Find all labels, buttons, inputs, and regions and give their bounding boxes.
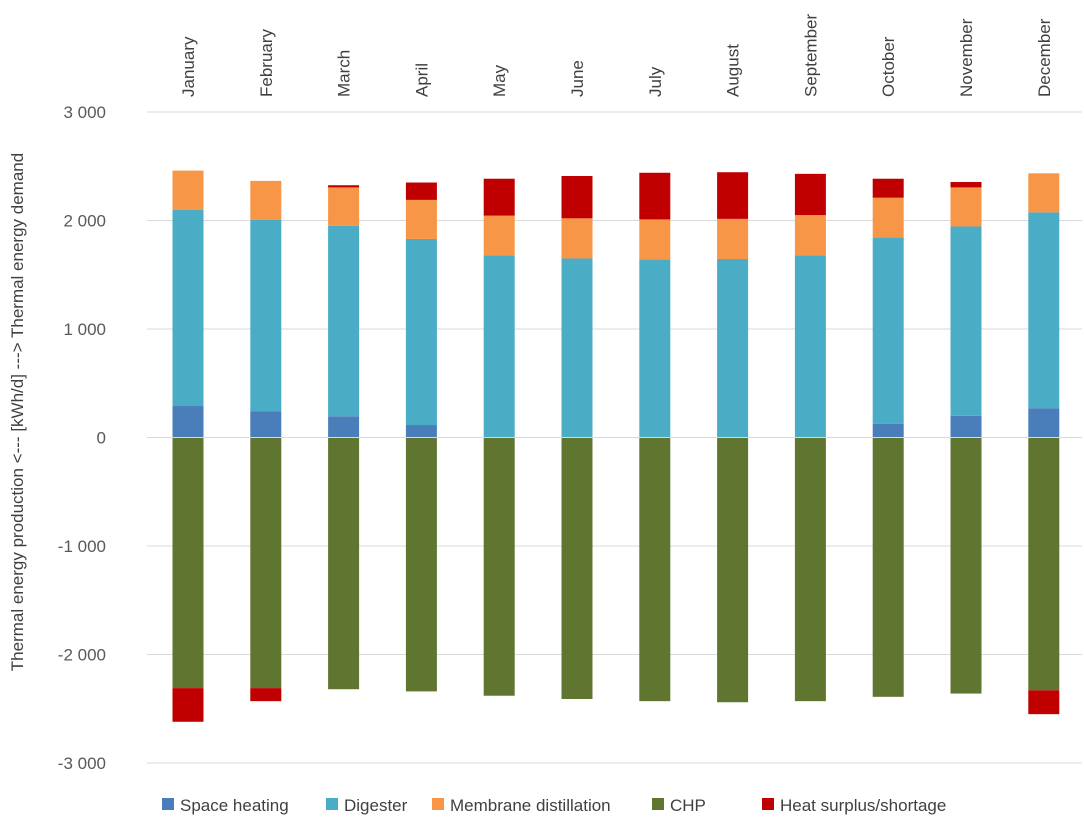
bar-space-heating-april bbox=[405, 425, 437, 438]
y-tick-label: -2 000 bbox=[58, 646, 106, 665]
bar-space-heating-february bbox=[250, 411, 282, 438]
bar-digester-august bbox=[717, 259, 749, 438]
bar-digester-october bbox=[872, 237, 904, 424]
month-label-december: December bbox=[1035, 18, 1054, 97]
y-tick-label: -1 000 bbox=[58, 537, 106, 556]
bar-heat-surplus-shortage-june bbox=[561, 176, 593, 219]
y-tick-label: 0 bbox=[97, 429, 106, 448]
bar-space-heating-october bbox=[872, 423, 904, 438]
bar-chp-march bbox=[328, 437, 360, 690]
y-axis-label: Thermal energy production <--- [kWh/d] -… bbox=[8, 153, 27, 671]
bar-chp-july bbox=[639, 437, 671, 702]
bar-heat-surplus-shortage-march bbox=[328, 185, 360, 188]
bar-heat-surplus-shortage-january bbox=[172, 688, 204, 722]
bar-heat-surplus-shortage-july bbox=[639, 172, 671, 220]
bar-membrane-distillation-april bbox=[405, 199, 437, 239]
bar-digester-september bbox=[794, 255, 826, 438]
bar-membrane-distillation-may bbox=[483, 215, 515, 256]
month-label-february: February bbox=[257, 28, 276, 97]
bar-heat-surplus-shortage-november bbox=[950, 181, 982, 188]
bar-membrane-distillation-june bbox=[561, 218, 593, 259]
bar-heat-surplus-shortage-december bbox=[1028, 690, 1060, 715]
bar-heat-surplus-shortage-august bbox=[717, 172, 749, 219]
month-label-april: April bbox=[412, 63, 431, 97]
month-label-september: September bbox=[801, 14, 820, 97]
bar-membrane-distillation-february bbox=[250, 180, 282, 220]
bar-space-heating-january bbox=[172, 406, 204, 438]
bar-heat-surplus-shortage-february bbox=[250, 688, 282, 702]
y-tick-label: -3 000 bbox=[58, 754, 106, 773]
bar-digester-january bbox=[172, 209, 204, 407]
y-axis-tick-labels: 3 000 2 000 1 000 0 -1 000 -2 000 -3 000 bbox=[58, 103, 106, 773]
bar-digester-april bbox=[405, 238, 437, 426]
month-label-august: August bbox=[724, 44, 743, 97]
legend-label-digester: Digester bbox=[344, 796, 408, 815]
bar-membrane-distillation-january bbox=[172, 170, 204, 210]
month-labels: January February March April May June July Augu… bbox=[179, 14, 1054, 97]
bar-digester-june bbox=[561, 258, 593, 438]
bar-membrane-distillation-march bbox=[328, 187, 360, 226]
month-label-july: July bbox=[646, 66, 665, 97]
legend-swatch-heat-surplus-shortage bbox=[762, 798, 774, 810]
legend-swatch-digester bbox=[326, 798, 338, 810]
month-label-january: January bbox=[179, 36, 198, 97]
bar-chp-april bbox=[405, 437, 437, 692]
bar-membrane-distillation-november bbox=[950, 187, 982, 227]
legend: Space heating Digester Membrane distillati… bbox=[162, 796, 946, 815]
legend-label-membrane-distillation: Membrane distillation bbox=[450, 796, 611, 815]
y-tick-label: 2 000 bbox=[63, 212, 106, 231]
y-tick-label: 3 000 bbox=[63, 103, 106, 122]
legend-label-space-heating: Space heating bbox=[180, 796, 289, 815]
bar-digester-july bbox=[639, 259, 671, 438]
bar-membrane-distillation-august bbox=[717, 218, 749, 260]
month-label-march: March bbox=[335, 50, 354, 97]
bar-membrane-distillation-july bbox=[639, 219, 671, 260]
legend-label-heat-surplus-shortage: Heat surplus/shortage bbox=[780, 796, 946, 815]
gridlines bbox=[147, 111, 1082, 764]
legend-swatch-space-heating bbox=[162, 798, 174, 810]
month-label-june: June bbox=[568, 60, 587, 97]
bar-chp-january bbox=[172, 437, 204, 689]
legend-label-chp: CHP bbox=[670, 796, 706, 815]
bar-digester-december bbox=[1028, 212, 1060, 409]
bar-chp-november bbox=[950, 437, 982, 694]
bar-space-heating-march bbox=[328, 416, 360, 438]
legend-swatch-chp bbox=[652, 798, 664, 810]
bar-space-heating-december bbox=[1028, 408, 1060, 438]
legend-swatch-membrane-distillation bbox=[432, 798, 444, 810]
bars bbox=[172, 170, 1060, 722]
month-label-october: October bbox=[879, 36, 898, 97]
bar-heat-surplus-shortage-april bbox=[405, 182, 437, 200]
bar-membrane-distillation-december bbox=[1028, 173, 1060, 213]
bar-heat-surplus-shortage-october bbox=[872, 178, 904, 198]
bar-chp-august bbox=[717, 437, 749, 703]
month-label-may: May bbox=[490, 64, 509, 97]
bar-digester-may bbox=[483, 255, 515, 438]
bar-chp-may bbox=[483, 437, 515, 696]
y-tick-label: 1 000 bbox=[63, 320, 106, 339]
bar-membrane-distillation-october bbox=[872, 197, 904, 238]
bar-chp-june bbox=[561, 437, 593, 699]
bar-digester-march bbox=[328, 225, 360, 417]
bar-chp-october bbox=[872, 437, 904, 697]
bar-chp-february bbox=[250, 437, 282, 689]
bar-membrane-distillation-september bbox=[794, 215, 826, 256]
bar-heat-surplus-shortage-may bbox=[483, 178, 515, 216]
bar-chp-december bbox=[1028, 437, 1060, 691]
month-label-november: November bbox=[957, 18, 976, 97]
bar-digester-february bbox=[250, 219, 282, 412]
bar-chp-september bbox=[794, 437, 826, 702]
bar-digester-november bbox=[950, 226, 982, 416]
bar-space-heating-november bbox=[950, 415, 982, 438]
bar-heat-surplus-shortage-september bbox=[794, 173, 826, 216]
